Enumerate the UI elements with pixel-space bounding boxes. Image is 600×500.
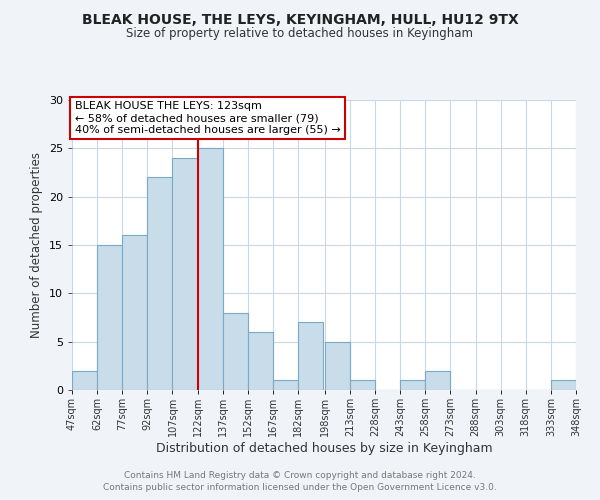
Bar [273, 380, 298, 390]
Bar [298, 322, 323, 390]
Bar [172, 158, 197, 390]
Bar [325, 342, 350, 390]
Bar [148, 178, 172, 390]
X-axis label: Distribution of detached houses by size in Keyingham: Distribution of detached houses by size … [155, 442, 493, 455]
Text: BLEAK HOUSE THE LEYS: 123sqm
← 58% of detached houses are smaller (79)
40% of se: BLEAK HOUSE THE LEYS: 123sqm ← 58% of de… [74, 102, 340, 134]
Text: Contains public sector information licensed under the Open Government Licence v3: Contains public sector information licen… [103, 484, 497, 492]
Bar [425, 370, 451, 390]
Y-axis label: Number of detached properties: Number of detached properties [30, 152, 43, 338]
Bar [350, 380, 375, 390]
Text: Contains HM Land Registry data © Crown copyright and database right 2024.: Contains HM Land Registry data © Crown c… [124, 471, 476, 480]
Bar [197, 148, 223, 390]
Bar [223, 312, 248, 390]
Bar [400, 380, 425, 390]
Text: BLEAK HOUSE, THE LEYS, KEYINGHAM, HULL, HU12 9TX: BLEAK HOUSE, THE LEYS, KEYINGHAM, HULL, … [82, 12, 518, 26]
Bar [248, 332, 273, 390]
Bar [72, 370, 97, 390]
Bar [551, 380, 576, 390]
Text: Size of property relative to detached houses in Keyingham: Size of property relative to detached ho… [127, 28, 473, 40]
Bar [122, 236, 148, 390]
Bar [97, 245, 122, 390]
